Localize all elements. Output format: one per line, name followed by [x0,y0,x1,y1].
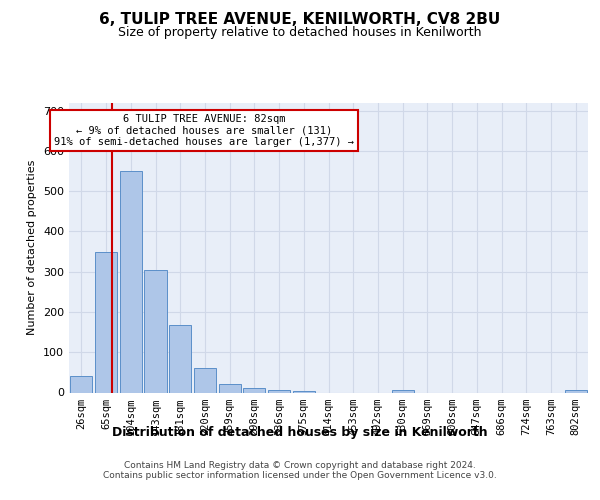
Text: Distribution of detached houses by size in Kenilworth: Distribution of detached houses by size … [112,426,488,439]
Bar [293,391,315,392]
Y-axis label: Number of detached properties: Number of detached properties [28,160,37,335]
Bar [268,390,290,392]
Text: Contains public sector information licensed under the Open Government Licence v3: Contains public sector information licen… [103,472,497,480]
Bar [243,388,265,392]
Bar [169,325,191,392]
Bar [119,171,142,392]
Bar [565,390,587,392]
Bar [70,376,92,392]
Bar [218,384,241,392]
Text: Contains HM Land Registry data © Crown copyright and database right 2024.: Contains HM Land Registry data © Crown c… [124,462,476,470]
Text: 6, TULIP TREE AVENUE, KENILWORTH, CV8 2BU: 6, TULIP TREE AVENUE, KENILWORTH, CV8 2B… [100,12,500,28]
Bar [95,252,117,392]
Bar [392,390,414,392]
Text: Size of property relative to detached houses in Kenilworth: Size of property relative to detached ho… [118,26,482,39]
Bar [145,270,167,392]
Bar [194,368,216,392]
Text: 6 TULIP TREE AVENUE: 82sqm
← 9% of detached houses are smaller (131)
91% of semi: 6 TULIP TREE AVENUE: 82sqm ← 9% of detac… [54,114,354,148]
